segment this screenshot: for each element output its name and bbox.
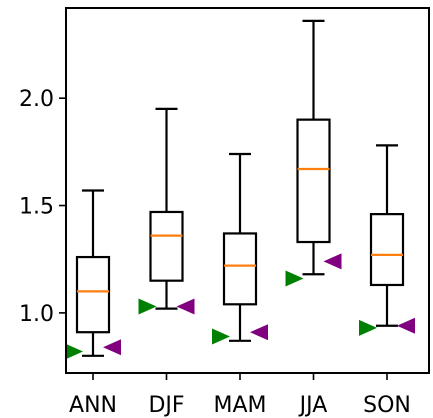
x-tick-label: JJA	[298, 393, 328, 418]
x-tick-label: ANN	[69, 393, 117, 418]
box-mam	[222, 152, 258, 342]
left-triangle-marker	[250, 324, 268, 341]
plot-marks	[65, 19, 415, 360]
y-tick-label: 1.0	[19, 302, 54, 327]
left-triangle-marker	[397, 317, 415, 334]
y-tick-label: 2.0	[19, 87, 54, 112]
x-axis: ANN DJF MAM JJA SON	[69, 373, 411, 418]
y-axis: 1.0 1.5 2.0	[19, 87, 66, 327]
x-tick-label: SON	[363, 393, 411, 418]
x-tick-label: MAM	[213, 393, 266, 418]
box-son	[369, 144, 405, 327]
box-djf	[149, 107, 184, 310]
right-triangle-marker	[138, 298, 157, 315]
right-triangle-marker	[65, 343, 83, 360]
box-body	[75, 255, 111, 334]
left-triangle-marker	[103, 339, 121, 356]
right-triangle-marker	[285, 270, 304, 287]
box-body	[222, 232, 258, 306]
x-tick-label: DJF	[148, 393, 184, 418]
left-triangle-marker	[323, 253, 342, 270]
plot-frame	[65, 7, 430, 374]
box-ann	[75, 189, 111, 357]
box-body	[296, 118, 331, 244]
box-body	[149, 210, 184, 282]
right-triangle-marker	[359, 319, 377, 336]
box-jja	[296, 19, 331, 276]
y-tick-label: 1.5	[19, 195, 54, 220]
box-body	[369, 213, 405, 287]
left-triangle-marker	[176, 298, 195, 315]
right-triangle-marker	[212, 328, 230, 345]
